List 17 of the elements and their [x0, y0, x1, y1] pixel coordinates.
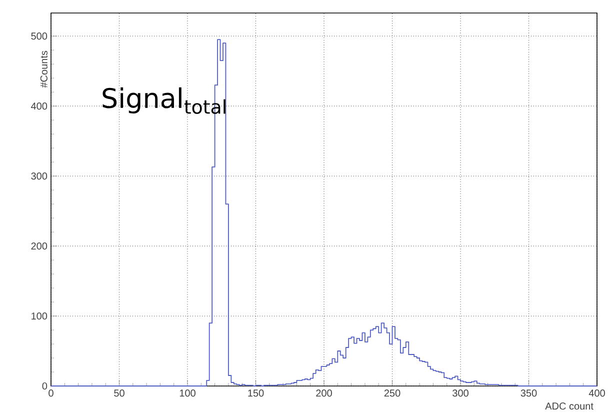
x-tick-label: 0	[48, 390, 54, 397]
y-tick-label: 100	[32, 312, 48, 320]
y-axis-title: #Counts	[40, 50, 48, 88]
x-tick-label: 100	[180, 390, 196, 397]
y-tick-label: 500	[31, 32, 48, 40]
x-tick-label: 400	[588, 390, 605, 397]
y-tick-label: 300	[31, 172, 48, 180]
x-tick-label: 300	[452, 390, 468, 397]
y-tick-label: 400	[31, 102, 48, 110]
x-tick-label: 200	[316, 390, 332, 397]
x-axis-title: ADC count	[545, 402, 594, 410]
x-tick-label: 150	[248, 390, 264, 397]
y-tick-label: 0	[42, 382, 48, 390]
x-tick-label: 50	[114, 390, 124, 397]
x-tick-label: 350	[520, 390, 537, 397]
x-tick-label: 250	[384, 390, 400, 397]
y-tick-label: 200	[31, 242, 48, 250]
